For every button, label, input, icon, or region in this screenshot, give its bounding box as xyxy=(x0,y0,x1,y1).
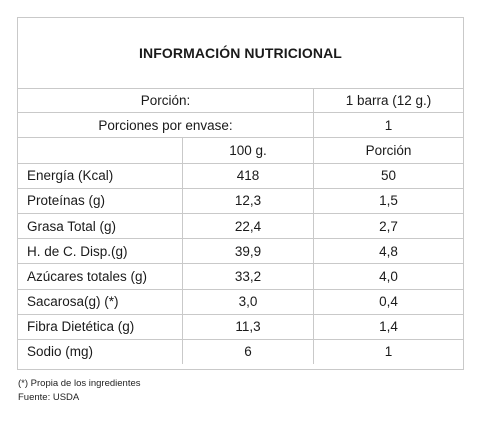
nutrient-per-serving: 50 xyxy=(313,162,463,189)
nutrient-per-100g: 22,4 xyxy=(182,212,314,239)
footnotes: (*) Propia de los ingredientes Fuente: U… xyxy=(18,377,141,405)
source-footnote: Fuente: USDA xyxy=(18,392,80,403)
nutrient-per-100g: 418 xyxy=(182,162,314,189)
table-row: Sodio (mg) 6 1 xyxy=(18,338,463,365)
nutrient-label: H. de C. Disp.(g) xyxy=(18,238,183,264)
servings-per-container-value: 1 xyxy=(313,112,463,138)
column-header-empty xyxy=(18,137,183,164)
nutrient-per-100g: 6 xyxy=(182,338,314,365)
serving-size-label: Porción: xyxy=(140,92,191,108)
nutrient-per-serving: 1,5 xyxy=(313,187,463,214)
nutrient-label: Sacarosa(g) (*) xyxy=(18,288,183,315)
table-row: Grasa Total (g) 22,4 2,7 xyxy=(18,212,463,239)
servings-per-container-row: Porciones por envase: 1 xyxy=(18,112,463,138)
servings-per-container-label: Porciones por envase: xyxy=(18,112,314,138)
nutrient-per-100g: 11,3 xyxy=(182,313,314,340)
nutrient-label: Azúcares totales (g) xyxy=(18,263,183,289)
column-header-row: 100 g. Porción xyxy=(18,137,463,164)
nutrient-per-serving: 0,4 xyxy=(313,288,463,315)
nutrient-label: Fibra Dietética (g) xyxy=(18,313,183,340)
nutrition-table: Porción: 1 barra (12 g.) Porciones por e… xyxy=(18,88,463,365)
nutrient-per-100g: 33,2 xyxy=(182,263,314,289)
nutrition-title: INFORMACIÓN NUTRICIONAL xyxy=(18,18,463,89)
table-row: Energía (Kcal) 418 50 xyxy=(18,162,463,189)
serving-size-value: 1 barra (12 g.) xyxy=(313,88,463,113)
ingredient-footnote: (*) Propia de los ingredientes xyxy=(18,378,141,389)
nutrient-label: Energía (Kcal) xyxy=(18,162,183,189)
nutrient-per-serving: 1 xyxy=(313,338,463,365)
nutrient-per-serving: 1,4 xyxy=(313,313,463,340)
nutrient-label: Grasa Total (g) xyxy=(18,212,183,239)
nutrient-label: Sodio (mg) xyxy=(18,338,183,365)
column-header-100g: 100 g. xyxy=(182,137,314,164)
table-row: H. de C. Disp.(g) 39,9 4,8 xyxy=(18,238,463,264)
nutrient-per-100g: 39,9 xyxy=(182,238,314,264)
nutrient-per-100g: 12,3 xyxy=(182,187,314,214)
nutrient-per-serving: 2,7 xyxy=(313,212,463,239)
nutrition-facts-panel: INFORMACIÓN NUTRICIONAL Porción: 1 barra… xyxy=(17,17,464,370)
serving-size-row: Porción: 1 barra (12 g.) xyxy=(18,88,463,113)
nutrient-per-100g: 3,0 xyxy=(182,288,314,315)
nutrient-per-serving: 4,0 xyxy=(313,263,463,289)
table-row: Sacarosa(g) (*) 3,0 0,4 xyxy=(18,288,463,315)
table-row: Proteínas (g) 12,3 1,5 xyxy=(18,187,463,214)
nutrient-per-serving: 4,8 xyxy=(313,238,463,264)
nutrient-label: Proteínas (g) xyxy=(18,187,183,214)
table-row: Fibra Dietética (g) 11,3 1,4 xyxy=(18,313,463,340)
column-header-serving: Porción xyxy=(313,137,463,164)
table-row: Azúcares totales (g) 33,2 4,0 xyxy=(18,263,463,289)
